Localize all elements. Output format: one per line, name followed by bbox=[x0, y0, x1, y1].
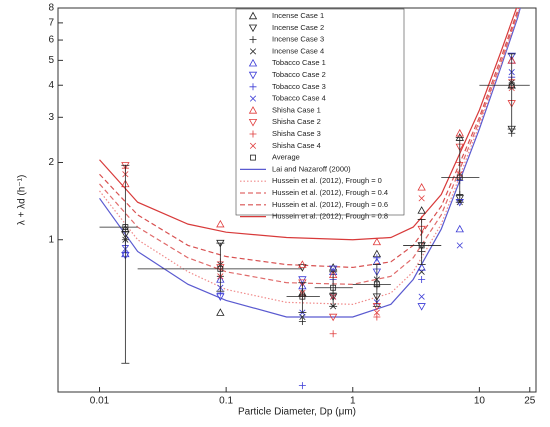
marker bbox=[248, 119, 258, 127]
x-tick-label: 10 bbox=[474, 396, 486, 407]
legend-label: Hussein et al. (2012), Frough = 0.8 bbox=[272, 212, 388, 221]
marker bbox=[373, 313, 381, 321]
legend-label: Average bbox=[272, 153, 300, 162]
marker bbox=[508, 82, 515, 89]
marker bbox=[418, 195, 425, 202]
legend-label: Hussein et al. (2012), Frough = 0 bbox=[272, 176, 382, 185]
x-tick-label: 0.01 bbox=[90, 396, 110, 407]
marker bbox=[216, 308, 225, 316]
marker bbox=[373, 281, 380, 288]
legend: Incense Case 1 Incense Case 2 Incense Case… bbox=[235, 8, 405, 221]
marker bbox=[417, 303, 426, 311]
legend-label: Incense Case 1 bbox=[272, 11, 324, 20]
marker bbox=[328, 263, 338, 271]
marker bbox=[418, 275, 426, 283]
x-tick-label: 25 bbox=[524, 396, 536, 407]
marker bbox=[122, 224, 129, 230]
y-tick-label: 1 bbox=[48, 234, 54, 245]
marker bbox=[507, 52, 516, 61]
legend-label: Tobacco Case 3 bbox=[272, 82, 326, 91]
legend-label: Incense Case 4 bbox=[272, 46, 324, 55]
marker bbox=[418, 242, 425, 249]
model-curve bbox=[99, 8, 518, 241]
marker bbox=[417, 183, 426, 191]
legend-label: Hussein et al. (2012), Frough = 0.6 bbox=[272, 200, 388, 209]
marker bbox=[417, 263, 426, 271]
legend-label: Tobacco Case 4 bbox=[272, 94, 326, 103]
marker bbox=[249, 142, 257, 149]
legend-label: Incense Case 3 bbox=[272, 35, 324, 44]
y-tick-label: 2 bbox=[48, 157, 54, 168]
marker bbox=[456, 242, 463, 249]
legend-label: Shisha Case 3 bbox=[272, 129, 321, 138]
marker bbox=[418, 293, 425, 300]
marker bbox=[330, 284, 337, 291]
marker bbox=[373, 309, 380, 316]
legend-label: Shisha Case 1 bbox=[272, 105, 321, 114]
y-axis-label: λ + λd (h⁻¹) bbox=[17, 175, 28, 226]
y-tick-label: 3 bbox=[48, 112, 54, 123]
marker bbox=[456, 174, 463, 181]
marker bbox=[249, 95, 257, 102]
legend-label: Incense Case 2 bbox=[272, 23, 324, 32]
marker bbox=[248, 71, 258, 80]
legend-label: Hussein et al. (2012), Frough = 0.4 bbox=[272, 188, 388, 197]
y-tick-label: 4 bbox=[48, 80, 54, 91]
marker bbox=[250, 154, 256, 161]
plot-area bbox=[99, 8, 530, 390]
marker bbox=[298, 318, 306, 326]
marker bbox=[372, 237, 382, 246]
marker bbox=[249, 130, 257, 138]
x-tick-label: 1 bbox=[350, 396, 356, 407]
marker bbox=[373, 254, 381, 262]
y-tick-label: 8 bbox=[48, 3, 54, 14]
marker bbox=[249, 36, 257, 44]
marker bbox=[417, 206, 426, 214]
model-curve bbox=[99, 8, 520, 269]
marker bbox=[248, 11, 258, 20]
marker bbox=[455, 224, 464, 233]
marker bbox=[328, 313, 338, 322]
legend-label: Tobacco Case 1 bbox=[272, 58, 326, 67]
marker bbox=[248, 24, 258, 33]
marker bbox=[328, 265, 338, 274]
x-tick-label: 0.1 bbox=[219, 396, 233, 407]
marker bbox=[329, 330, 337, 338]
marker bbox=[298, 260, 307, 268]
marker bbox=[248, 106, 258, 114]
legend-label: Shisha Case 2 bbox=[272, 117, 321, 126]
legend-box bbox=[235, 8, 405, 216]
plot-frame bbox=[57, 7, 537, 393]
legend-label: Lai and Nazaroff (2000) bbox=[272, 164, 351, 173]
marker bbox=[299, 313, 306, 321]
legend-label: Tobacco Case 2 bbox=[272, 70, 326, 79]
marker bbox=[217, 265, 224, 272]
marker bbox=[455, 128, 464, 137]
model-curve bbox=[99, 8, 521, 318]
y-tick-label: 6 bbox=[48, 35, 54, 46]
marker bbox=[249, 48, 257, 55]
legend-label: Shisha Case 4 bbox=[272, 141, 321, 150]
y-tick-label: 5 bbox=[48, 55, 54, 66]
model-curve bbox=[99, 8, 520, 285]
marker bbox=[249, 83, 257, 91]
x-axis-label: Particle Diameter, Dp (μm) bbox=[238, 407, 356, 418]
y-tick-label: 7 bbox=[48, 18, 54, 29]
marker bbox=[216, 219, 225, 228]
marker bbox=[508, 129, 516, 137]
marker bbox=[299, 293, 306, 300]
marker bbox=[248, 58, 258, 67]
marker bbox=[298, 382, 306, 390]
